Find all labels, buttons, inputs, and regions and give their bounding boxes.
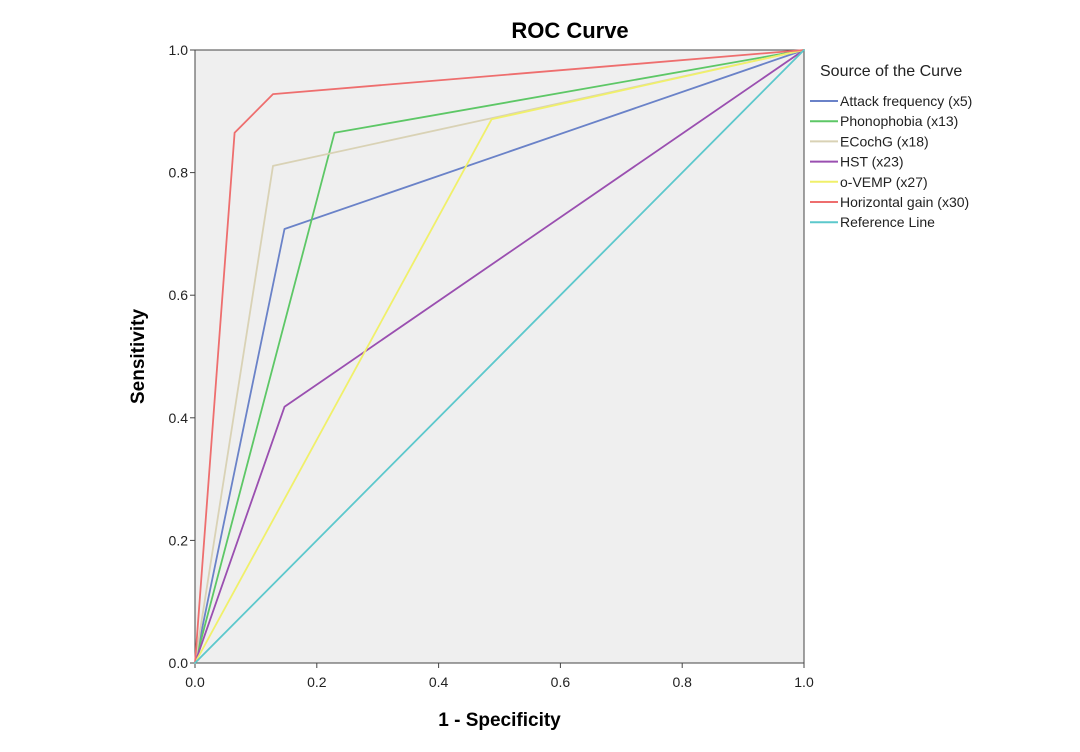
x-tick-label: 1.0 [794, 674, 814, 690]
y-tick-label: 0.0 [169, 655, 189, 671]
x-tick-label: 0.8 [672, 674, 692, 690]
series-line-horizontal-gain-x30 [194, 49, 805, 664]
series-line-attack-frequency-x5 [194, 49, 805, 664]
x-axis-label: 1 - Specificity [438, 710, 561, 731]
y-axis-label: Sensitivity [128, 309, 149, 404]
series-line-hst-x23 [194, 49, 805, 664]
legend-label-reference-line: Reference Line [840, 214, 935, 230]
x-tick-label: 0.0 [185, 674, 205, 690]
series-line-phonophobia-x13 [194, 49, 805, 664]
legend-label-attack-frequency-x5: Attack frequency (x5) [840, 93, 972, 109]
series-layer [194, 49, 805, 664]
y-tick-label: 1.0 [169, 42, 189, 58]
y-tick-label: 0.2 [169, 532, 189, 548]
axes-layer: 0.0 0.2 0.4 0.6 0.8 1.0 0.0 0.2 0.4 0.6 0.8 1.0 [169, 42, 814, 690]
y-tick-label: 0.4 [169, 410, 189, 426]
legend-label-horizontal-gain-x30: Horizontal gain (x30) [840, 194, 969, 210]
legend-items: Attack frequency (x5) Phonophobia (x13) EC… [810, 93, 972, 230]
x-tick-label: 0.2 [307, 674, 327, 690]
x-tick-label: 0.4 [429, 674, 449, 690]
y-tick-label: 0.6 [169, 287, 189, 303]
legend: Source of the Curve Attack frequency (x5… [810, 63, 972, 230]
chart-title: ROC Curve [511, 18, 628, 43]
legend-title: Source of the Curve [820, 63, 962, 80]
x-tick-label: 0.6 [551, 674, 571, 690]
legend-label-o-vemp-x27: o-VEMP (x27) [840, 174, 928, 190]
series-line-o-vemp-x27 [194, 49, 805, 664]
legend-label-phonophobia-x13: Phonophobia (x13) [840, 113, 958, 129]
y-tick-label: 0.8 [169, 165, 189, 181]
legend-label-hst-x23: HST (x23) [840, 154, 904, 170]
series-line-reference-line [194, 49, 805, 664]
legend-label-ecochg-x18: ECochG (x18) [840, 133, 929, 149]
